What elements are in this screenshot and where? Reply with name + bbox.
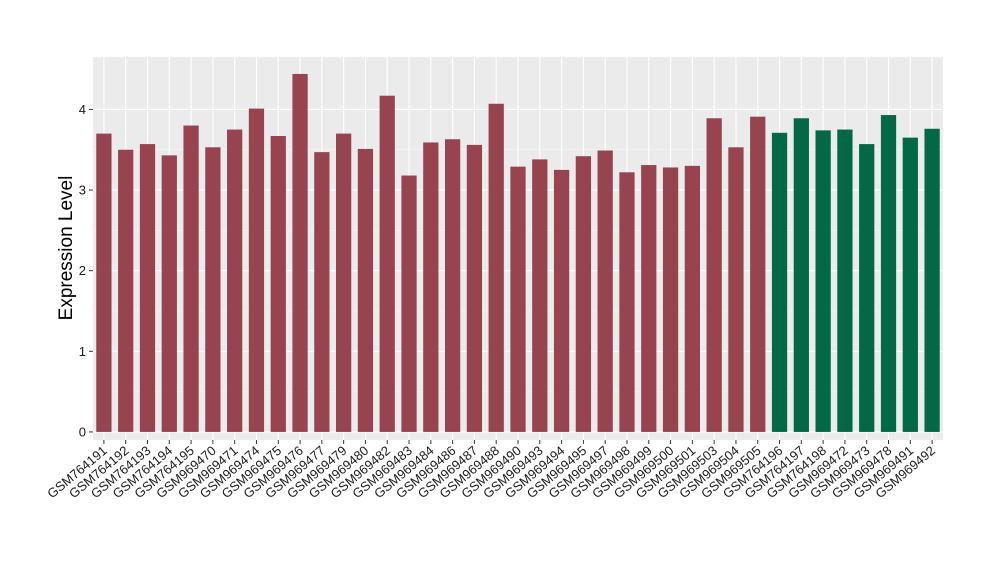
y-tick-label: 0 xyxy=(79,424,86,439)
bar xyxy=(880,115,897,432)
bar xyxy=(706,118,722,432)
bar xyxy=(859,144,875,432)
bar xyxy=(466,144,483,432)
y-axis: 0 1 2 3 4 xyxy=(79,102,93,439)
bar xyxy=(183,125,199,432)
bar xyxy=(771,132,788,432)
bar xyxy=(641,165,657,432)
bar xyxy=(837,129,853,432)
bar xyxy=(662,167,679,432)
bar xyxy=(205,147,221,432)
bar xyxy=(619,172,635,432)
bar xyxy=(96,133,112,432)
bar xyxy=(750,116,766,432)
bar xyxy=(161,155,177,432)
bar xyxy=(379,95,395,432)
bar xyxy=(357,148,374,432)
bar xyxy=(924,128,940,432)
bar xyxy=(270,136,286,432)
bar xyxy=(423,142,439,432)
bar xyxy=(444,139,461,432)
bar xyxy=(139,144,156,432)
bar xyxy=(793,118,809,432)
bar xyxy=(118,149,134,432)
bar xyxy=(553,169,570,432)
y-tick-label: 1 xyxy=(79,344,86,359)
bar xyxy=(401,175,417,432)
bar xyxy=(684,165,700,432)
x-axis: GSM764191GSM764192GSM764193GSM764194GSM7… xyxy=(44,440,938,501)
bar xyxy=(728,147,744,432)
bar xyxy=(227,129,243,432)
bar xyxy=(314,152,330,432)
bar xyxy=(902,137,918,432)
bar xyxy=(488,103,504,432)
bar xyxy=(248,108,265,432)
y-tick-label: 4 xyxy=(79,102,86,117)
bar xyxy=(532,159,548,432)
bar xyxy=(510,166,526,432)
bar xyxy=(292,73,308,432)
bar xyxy=(336,133,352,432)
y-tick-label: 3 xyxy=(79,183,86,198)
bar-series xyxy=(96,73,940,432)
bar xyxy=(597,150,613,432)
bar xyxy=(815,130,831,432)
bar xyxy=(575,156,592,432)
y-axis-title: Expression Level xyxy=(56,176,77,321)
y-tick-label: 2 xyxy=(79,263,86,278)
